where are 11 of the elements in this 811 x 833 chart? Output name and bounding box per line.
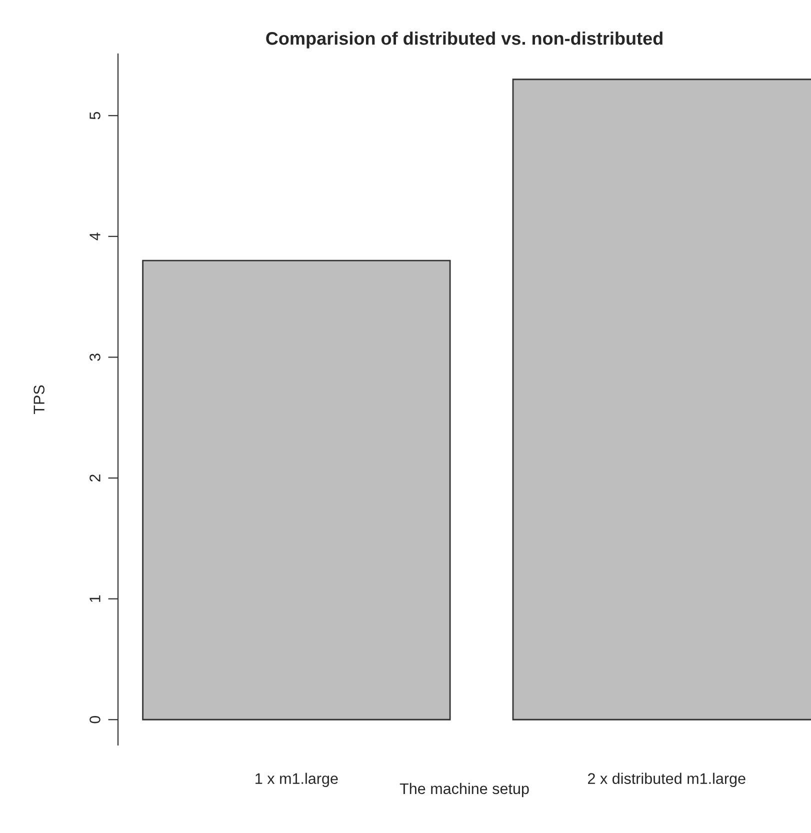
x-axis-title: The machine setup — [400, 782, 529, 798]
y-tick-label: 4 — [90, 232, 100, 240]
chart-title: Comparision of distributed vs. non-distributed — [266, 32, 662, 48]
y-tick-label: 1 — [90, 595, 100, 602]
y-axis-title: TPS — [34, 385, 44, 414]
y-tick-label: 2 — [90, 474, 100, 482]
x-tick-label: 2 x distributed m1.large — [588, 772, 746, 788]
y-tick-label: 5 — [90, 112, 100, 120]
y-tick-label: 0 — [90, 716, 100, 724]
x-tick-label: 1 x m1.large — [256, 772, 338, 788]
y-tick-label: 3 — [90, 354, 100, 361]
